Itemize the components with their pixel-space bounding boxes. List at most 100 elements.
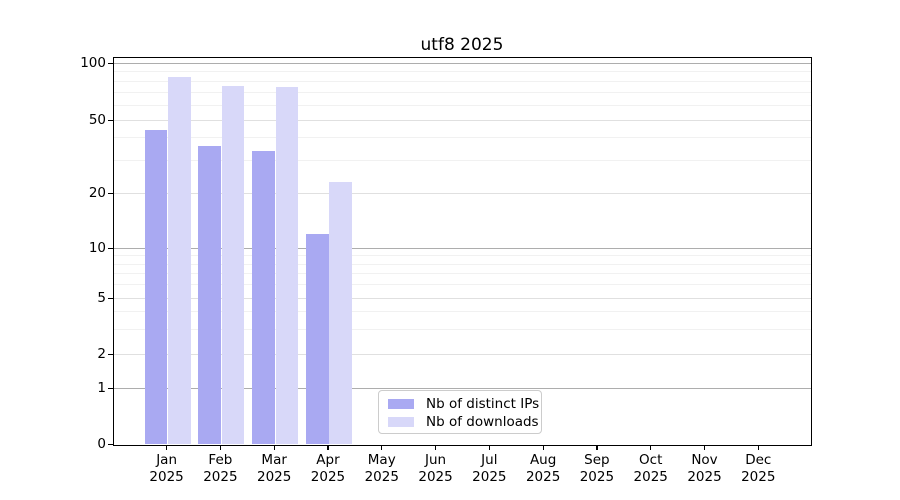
- x-tick-year: 2025: [633, 469, 668, 485]
- y-tick-label-1: 1: [97, 380, 106, 396]
- x-tick-label-aug: Aug 2025: [511, 452, 575, 486]
- y-tick-label-10: 10: [88, 240, 106, 256]
- x-tick-label-jan: Jan 2025: [135, 452, 199, 486]
- x-tick-label-jul: Jul 2025: [457, 452, 521, 486]
- x-tick-label-mar: Mar 2025: [242, 452, 306, 486]
- bar-downloads-feb: [221, 85, 245, 444]
- x-tick-month: May: [367, 452, 396, 468]
- gridline-6: [114, 284, 811, 286]
- gridline-2: [114, 353, 811, 355]
- bar-downloads-jan: [168, 77, 191, 444]
- y-tick-mark: [108, 387, 113, 389]
- y-tick-mark: [108, 443, 113, 445]
- x-tick-month: Dec: [745, 452, 772, 468]
- x-tick-month: Mar: [261, 452, 287, 468]
- x-tick-mark: [704, 445, 706, 450]
- y-tick-mark: [108, 62, 113, 64]
- x-tick-year: 2025: [687, 469, 722, 485]
- y-tick-mark: [108, 119, 113, 121]
- x-tick-year: 2025: [418, 469, 453, 485]
- bar-downloads-mar: [275, 86, 299, 444]
- x-tick-mark: [435, 445, 437, 450]
- y-tick-label-5: 5: [97, 290, 106, 306]
- legend-item-distinct-ips: Nb of distinct IPs: [388, 395, 541, 413]
- gridline-8: [114, 263, 811, 265]
- x-tick-label-oct: Oct 2025: [619, 452, 683, 486]
- x-tick-mark: [757, 445, 759, 450]
- x-tick-mark: [381, 445, 383, 450]
- y-tick-mark: [108, 297, 113, 299]
- x-tick-label-may: May 2025: [350, 452, 414, 486]
- x-tick-year: 2025: [256, 469, 292, 485]
- y-tick-mark: [108, 247, 113, 249]
- x-tick-mark: [596, 445, 598, 450]
- gridline-9: [114, 255, 811, 257]
- x-tick-month: Oct: [639, 452, 663, 468]
- x-tick-mark: [542, 445, 544, 450]
- legend-label-distinct-ips: Nb of distinct IPs: [426, 396, 540, 412]
- x-tick-month: Jan: [156, 452, 177, 468]
- x-tick-year: 2025: [364, 469, 399, 485]
- x-tick-month: Nov: [691, 452, 718, 468]
- gridline-70: [114, 91, 811, 93]
- x-tick-month: Sep: [584, 452, 610, 468]
- x-tick-month: Feb: [208, 452, 233, 468]
- gridline-60: [114, 104, 811, 106]
- gridline-100: [114, 62, 811, 64]
- x-tick-label-dec: Dec 2025: [726, 452, 790, 486]
- x-tick-month: Jun: [425, 452, 447, 468]
- gridline-3: [114, 328, 811, 330]
- x-tick-year: 2025: [579, 469, 615, 485]
- gridline-20: [114, 192, 811, 194]
- bar-downloads-apr: [329, 181, 352, 444]
- x-tick-label-apr: Apr 2025: [296, 452, 360, 486]
- x-tick-label-sep: Sep 2025: [565, 452, 629, 486]
- x-tick-month: Apr: [316, 452, 340, 468]
- gridline-80: [114, 80, 811, 82]
- x-tick-mark: [327, 445, 329, 450]
- legend-item-downloads: Nb of downloads: [388, 413, 541, 431]
- x-tick-mark: [650, 445, 652, 450]
- gridline-50: [114, 119, 811, 121]
- x-tick-mark: [166, 445, 168, 450]
- bar-distinct-ips-mar: [252, 150, 275, 444]
- y-tick-label-0: 0: [97, 436, 106, 452]
- legend-label-downloads: Nb of downloads: [426, 414, 539, 430]
- x-tick-month: Aug: [529, 452, 557, 468]
- gridline-1: [114, 387, 811, 389]
- gridline-10: [114, 247, 811, 249]
- x-tick-year: 2025: [149, 469, 184, 485]
- y-tick-label-20: 20: [88, 185, 106, 201]
- plot-area: [113, 57, 812, 446]
- gridline-90: [114, 71, 811, 73]
- y-tick-label-2: 2: [97, 346, 106, 362]
- y-tick-label-50: 50: [88, 112, 106, 128]
- x-tick-mark: [219, 445, 222, 450]
- legend: Nb of distinct IPs Nb of downloads: [378, 390, 542, 434]
- x-tick-year: 2025: [525, 469, 561, 485]
- bar-distinct-ips-jan: [144, 130, 168, 444]
- gridline-7: [114, 273, 811, 275]
- x-tick-label-feb: Feb 2025: [188, 452, 252, 486]
- legend-swatch-distinct-ips-icon: [388, 399, 414, 409]
- x-tick-label-jun: Jun 2025: [404, 452, 468, 486]
- x-tick-year: 2025: [741, 469, 776, 485]
- chart-title: utf8 2025: [420, 35, 504, 55]
- gridline-30: [114, 160, 811, 162]
- bar-distinct-ips-apr: [305, 233, 329, 444]
- x-tick-year: 2025: [310, 469, 346, 485]
- y-tick-label-100: 100: [80, 55, 106, 71]
- gridline-5: [114, 297, 811, 299]
- legend-swatch-downloads-icon: [388, 417, 414, 427]
- x-tick-year: 2025: [203, 469, 238, 485]
- x-tick-mark: [273, 445, 275, 450]
- y-tick-mark: [108, 192, 113, 194]
- gridline-4: [114, 311, 811, 313]
- x-tick-month: Jul: [481, 452, 498, 468]
- x-tick-mark: [488, 445, 491, 450]
- y-tick-mark: [108, 353, 113, 355]
- x-tick-year: 2025: [472, 469, 507, 485]
- gridline-40: [114, 137, 811, 139]
- x-tick-label-nov: Nov 2025: [673, 452, 737, 486]
